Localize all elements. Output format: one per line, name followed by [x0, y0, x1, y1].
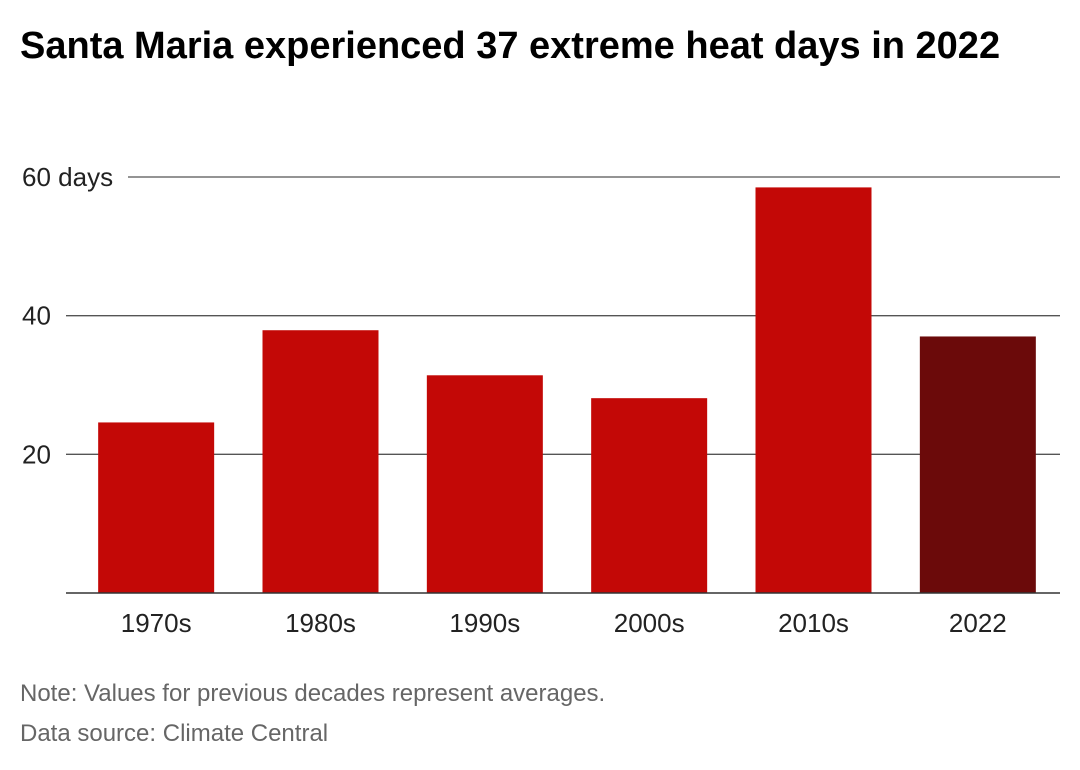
- bar: [919, 336, 1036, 593]
- bar: [755, 187, 872, 593]
- x-tick-label: 2000s: [614, 608, 685, 638]
- x-tick-label: 1970s: [121, 608, 192, 638]
- y-tick-label: 60 days: [22, 162, 113, 192]
- x-tick-label: 2010s: [778, 608, 849, 638]
- y-tick-label: 40: [22, 301, 51, 331]
- x-tick-label: 1980s: [285, 608, 356, 638]
- bar: [262, 330, 379, 593]
- bar: [426, 375, 543, 593]
- x-tick-label: 2022: [949, 608, 1007, 638]
- chart-note: Note: Values for previous decades repres…: [20, 680, 606, 707]
- bar-chart: 20 40 60 days 1970s 1980s 1990s 2000s 2010s 2022: [22, 162, 1060, 638]
- bar: [591, 398, 708, 593]
- bar: [98, 422, 215, 593]
- data-source: Data source: Climate Central: [20, 720, 329, 747]
- y-tick-label: 20: [22, 439, 51, 469]
- chart-title: Santa Maria experienced 37 extreme heat …: [20, 25, 1001, 67]
- x-tick-label: 1990s: [449, 608, 520, 638]
